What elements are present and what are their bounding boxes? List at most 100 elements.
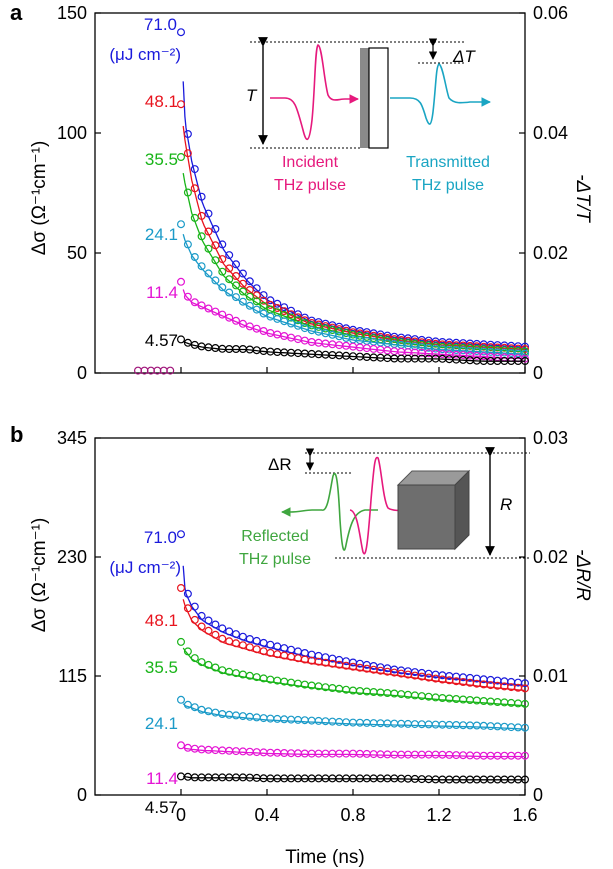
panel-b-data-point [300,749,309,758]
panel-a-data-point [225,264,234,273]
panel-b-data-point [514,723,523,732]
panel-b-data-point [177,695,186,704]
panel-b-data-point [410,750,419,759]
panel-a-data-point [245,277,254,286]
panel-a-data-point [204,269,213,278]
panel-b-data-point [431,750,440,759]
inset-a-incident-label-1: Incident [282,154,339,171]
panel-a-data-point [183,292,192,301]
panel-a-data-point [177,220,186,229]
panel-b-data-point [452,720,461,729]
panel-b-data-point [190,615,199,624]
panel-b-data-point [287,715,296,724]
panel-a-data-point [211,256,220,265]
panel-a-fluence-71: 71.0 [144,15,177,34]
panel-b-data-point [259,748,268,757]
panel-a-data-point [177,277,186,286]
panel-b-data-point [252,748,261,757]
panel-b-data-point [466,721,475,730]
panel-b-data-point [479,751,488,760]
panel-b-xtick-label: 0 [176,805,186,825]
panel-b-data-point [328,717,337,726]
panel-b-data-point [211,630,220,639]
panel-b-data-point [404,750,413,759]
panel-a-data-point [218,283,227,292]
panel-b-data-point [183,589,192,598]
panel-a-data-point [204,227,213,236]
panel-b-data-point [417,750,426,759]
panel-b-data-point [472,721,481,730]
panel-b-data-point [259,638,268,647]
panel-a-data-point [197,192,206,201]
panel-b-data-point [218,634,227,643]
panel-a-data-point [520,357,529,366]
panel-b-data-point [252,636,261,645]
panel-b-xtick-label: 0.8 [340,805,365,825]
panel-b-data-point [218,709,227,718]
panel-a-data-point [225,251,234,260]
panel-b-xtick-label: 1.6 [512,805,537,825]
panel-b-data-point [197,622,206,631]
panel-a-ylabel-left: Δσ (Ω⁻¹cm⁻¹) [29,141,50,256]
panel-b-data-point [259,714,268,723]
panel-b-data-point [225,710,234,719]
panel-a-data-point [252,324,261,333]
inset-a-transmitted-label-2: THz pulse [412,177,484,194]
panel-b-data-point [314,749,323,758]
panel-b-data-point [520,723,529,732]
inset-b-incident-pulse [349,456,433,555]
inset-b-dR-label: ΔR [268,455,292,474]
panel-a-ytick-left-label: 150 [57,3,87,23]
panel-a-data-point [287,319,296,328]
panel-b-data-point [438,750,447,759]
panel-b-data-point [211,708,220,717]
panel-b-data-point [204,707,213,716]
panel-b-fit-line-71.0 [182,565,526,687]
panel-b-data-point [404,719,413,728]
panel-b-data-point [397,719,406,728]
panel-a-data-point [259,301,268,310]
panel-b-data-point [507,723,516,732]
panel-a-data-point [218,310,227,319]
panel-b-data-point [252,645,261,654]
panel-b-data-point [225,746,234,755]
panel-b-data-point [369,719,378,728]
panel-a-data-point [245,292,254,301]
panel-b-data-point [466,751,475,760]
panel-b-plot: 0 115 230 345 0 0.01 0.02 0.03 0 0.4 0.8 1.2 1.6 [57,428,568,825]
panel-b-data-point [459,721,468,730]
panel-a-fluence-4: 4.57 [145,331,178,350]
panel-b-ytick-right-label: 0.02 [533,547,568,567]
panel-b-data-point [190,703,199,712]
panel-b-data-point [211,620,220,629]
panel-b-ytick-right-label: 0.03 [533,428,568,448]
panel-b-data-point [486,722,495,731]
panel-a-data-point [197,262,206,271]
panel-a-ylabel-right: -ΔT/T [572,174,593,223]
panel-b-data-point [183,604,192,613]
panel-b-data-point [376,750,385,759]
inset-b-reflected-arrow [281,507,322,517]
panel-b-data-point [280,748,289,757]
panel-b-data-point [355,718,364,727]
panel-b-data-point [445,720,454,729]
panel-a-data-point [211,225,220,234]
panel-b-data-point [335,717,344,726]
panel-b-data-point [211,663,220,672]
panel-a-data-point [238,319,247,328]
panel-a-data-point [294,321,303,330]
panel-b-data-point [211,746,220,755]
panel-a-fluence-11: 11.4 [146,283,178,302]
panel-b-data-point [383,719,392,728]
panel-b-data-point [424,720,433,729]
panel-a-plot: 0 50 100 150 0 0.02 0.04 0.06 [57,3,568,383]
panel-b-data-point [520,751,529,760]
panel-b-data-point [349,718,358,727]
panel-b-data-point [190,744,199,753]
inset-b-reflected-pulse [321,473,378,551]
panel-b-data-point [520,684,529,693]
panel-a-data-point [232,316,241,325]
panel-b-data-point [314,716,323,725]
panel-a-data-point [211,276,220,285]
panel-a-data-point [204,244,213,253]
